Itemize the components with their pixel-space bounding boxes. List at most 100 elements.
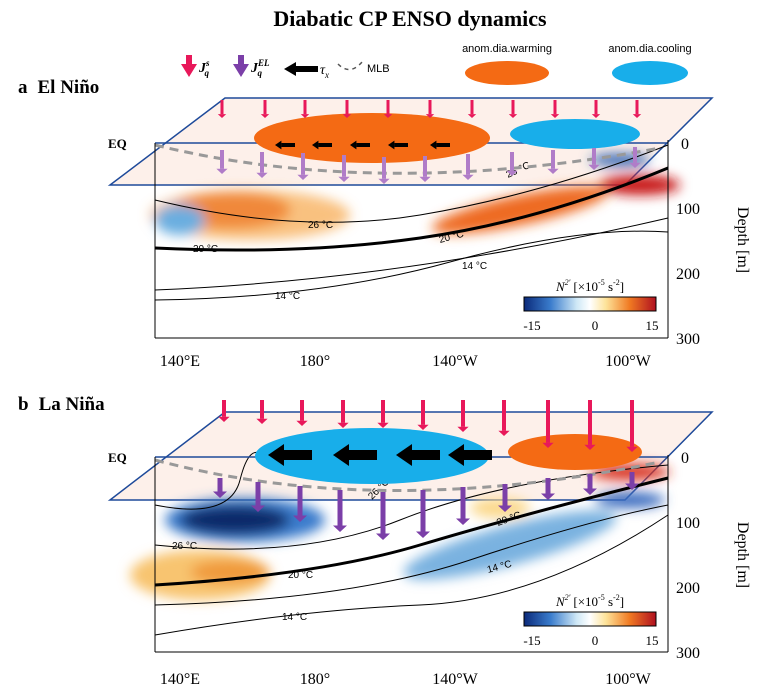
isotherm-20c — [154, 476, 669, 587]
jqel-arrow — [293, 486, 307, 522]
depth-axis-label: Depth [m] — [734, 207, 751, 273]
warming-ellipse — [254, 113, 490, 163]
wind-stress-arrow-icon — [284, 62, 318, 76]
colorbar-tick: 15 — [646, 318, 659, 333]
depth-tick: 100 — [676, 515, 700, 532]
jqel-arrow — [588, 148, 600, 170]
jqel-arrow — [338, 155, 350, 182]
contour-label: 14 °C — [282, 612, 307, 623]
x-tick: 140°E — [160, 671, 200, 688]
warming-ellipse — [508, 434, 642, 470]
jqel-arrow — [625, 472, 639, 490]
jqs-arrow — [377, 400, 389, 428]
jqs-arrow — [542, 400, 554, 448]
jqs-arrow — [584, 400, 596, 450]
jqs-arrow — [217, 100, 227, 118]
jqs-arrow — [218, 400, 230, 422]
x-tick: 180° — [300, 671, 330, 688]
jqel-arrow — [419, 156, 431, 182]
wind-stress-arrow — [333, 444, 377, 466]
cooling-ellipse — [510, 119, 640, 149]
jqs-arrow — [417, 400, 429, 430]
panel-a-title: a El Niño — [18, 77, 99, 98]
jqs-arrow — [632, 100, 642, 118]
jqs-arrow — [626, 400, 638, 452]
jqs-arrow-icon — [181, 55, 197, 77]
x-tick: 100°W — [605, 671, 651, 688]
depth-tick: 0 — [681, 450, 689, 467]
colorbar-label: N2′ [×10-5 s-2] — [555, 278, 624, 294]
colorbar — [523, 296, 657, 312]
wind-stress-arrow — [448, 444, 492, 466]
jqs-arrow — [300, 100, 310, 118]
colorbar-tick: 0 — [592, 633, 599, 648]
jqel-arrow-icon — [233, 55, 249, 77]
wind-stress-arrow — [350, 140, 370, 150]
depth-tick: 200 — [676, 580, 700, 597]
jqel-arrow — [297, 153, 309, 180]
jqs-arrow — [550, 100, 560, 118]
mlb-line — [154, 458, 661, 492]
depth-axis-label: Depth [m] — [734, 522, 751, 588]
jqel-arrow — [213, 478, 227, 498]
jqs-arrow — [498, 400, 510, 436]
x-tick: 100°W — [605, 353, 651, 370]
isotherm-26c — [154, 144, 669, 223]
jqel-arrow — [498, 484, 512, 512]
legend-mlb: MLB — [367, 63, 390, 75]
x-tick: 180° — [300, 353, 330, 370]
contour-label: 26 °C — [172, 541, 197, 552]
jqs-arrow — [256, 400, 268, 424]
colorbar-tick: -15 — [523, 633, 540, 648]
colorbar-tick: -15 — [523, 318, 540, 333]
jqs-arrow — [342, 100, 352, 118]
jqs-arrow — [467, 100, 477, 118]
jqs-arrow — [457, 400, 469, 432]
jqel-arrow — [506, 152, 518, 176]
jqel-arrow — [333, 490, 347, 532]
eq-label: EQ — [108, 450, 127, 465]
x-tick: 140°E — [160, 353, 200, 370]
wind-stress-arrow — [396, 444, 440, 466]
wind-stress-arrow — [312, 140, 332, 150]
isotherm-14c — [154, 504, 669, 606]
depth-tick: 300 — [676, 331, 700, 348]
depth-tick: 0 — [681, 136, 689, 153]
colorbar-label: N2′ [×10-5 s-2] — [555, 593, 624, 609]
jqs-arrow — [508, 100, 518, 118]
jqel-arrow — [216, 150, 228, 174]
mlb-dashed-line-icon — [337, 61, 363, 71]
contour-label: 26 °C — [308, 220, 333, 231]
x-tick: 140°W — [432, 671, 478, 688]
depth-tick: 300 — [676, 645, 700, 662]
jqel-arrow — [256, 152, 268, 178]
legend-warming: anom.dia.warming — [462, 43, 552, 55]
jqs-arrow — [337, 400, 349, 428]
legend-jqs: Js q — [198, 58, 210, 78]
contour-label: 14 °C — [275, 291, 300, 302]
jqs-arrow — [296, 400, 308, 426]
jqel-arrow — [376, 492, 390, 540]
figure-title: Diabatic CP ENSO dynamics — [273, 6, 547, 31]
n2-anomaly-field — [130, 464, 670, 600]
contour-label: 20 °C — [288, 570, 313, 581]
contour-label: 20 °C — [193, 244, 218, 255]
wind-stress-arrow — [388, 140, 408, 150]
jqs-arrow — [425, 100, 435, 118]
colorbar-tick: 15 — [646, 633, 659, 648]
warming-ellipse-icon — [465, 61, 549, 85]
jqel-arrow — [456, 487, 470, 525]
jqs-arrow — [260, 100, 270, 118]
depth-tick: 100 — [676, 201, 700, 218]
panel-a: a El Niño 26 °C 20 °C 26 °C 20 °C 14 °C 1… — [18, 77, 751, 370]
depth-tick: 200 — [676, 266, 700, 283]
jqel-arrow — [416, 490, 430, 538]
legend-taux: τx — [320, 63, 329, 80]
jqel-arrow — [378, 157, 390, 184]
contour-label: 14 °C — [462, 261, 487, 272]
colorbar-tick: 0 — [592, 318, 599, 333]
jqs-arrow — [383, 100, 393, 118]
jqel-arrow — [541, 478, 555, 500]
